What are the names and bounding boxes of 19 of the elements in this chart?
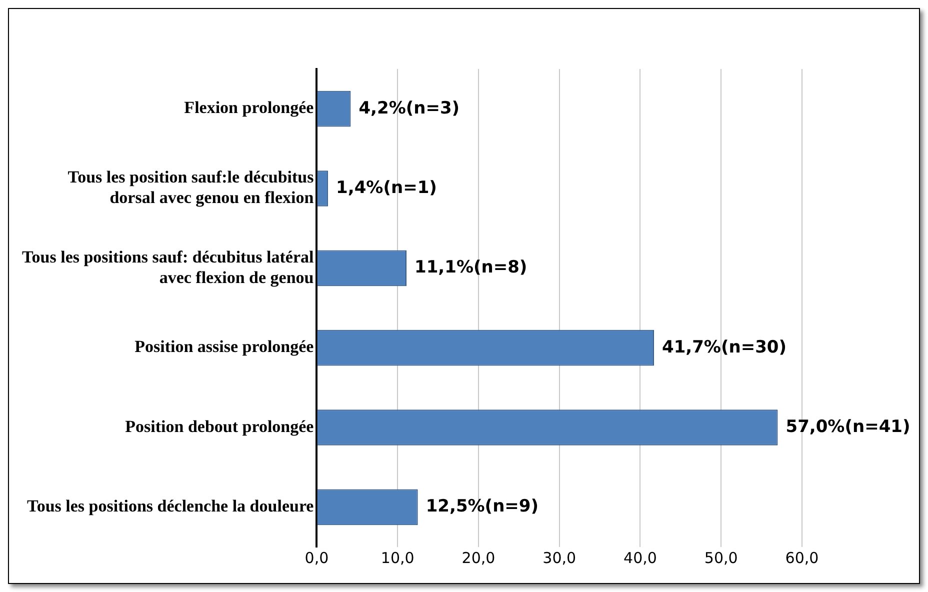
y-tick-label: Tous les position sauf:le décubitus dorsal avec genou en flexion xyxy=(68,168,314,208)
x-tick-label: 50,0 xyxy=(704,548,738,567)
x-tick-label: 10,0 xyxy=(380,548,414,567)
data-label: 4,2%(n=3) xyxy=(358,98,460,118)
x-tick-label: 20,0 xyxy=(462,548,496,567)
x-tick-label: 0,0 xyxy=(304,548,329,567)
y-tick-label: Flexion prolongée xyxy=(184,98,314,118)
y-tick-label: Position debout prolongée xyxy=(125,416,314,436)
data-label: 57,0%(n=41) xyxy=(786,416,910,437)
data-label: 12,5%(n=9) xyxy=(426,496,539,517)
x-tick-label: 60,0 xyxy=(785,548,819,567)
y-tick-label: Tous les positions déclenche la douleure xyxy=(27,496,314,516)
y-tick-label: Tous les positions sauf: décubitus latéral avec flexion de genou xyxy=(22,247,314,287)
x-tick-label: 40,0 xyxy=(624,548,657,567)
x-tick-label: 30,0 xyxy=(542,548,576,567)
data-label: 41,7%(n=30) xyxy=(662,337,787,358)
data-label: 11,1%(n=8) xyxy=(414,258,528,278)
data-label: 1,4%(n=1) xyxy=(336,178,437,198)
y-tick-label: Position assise prolongée xyxy=(134,337,314,356)
